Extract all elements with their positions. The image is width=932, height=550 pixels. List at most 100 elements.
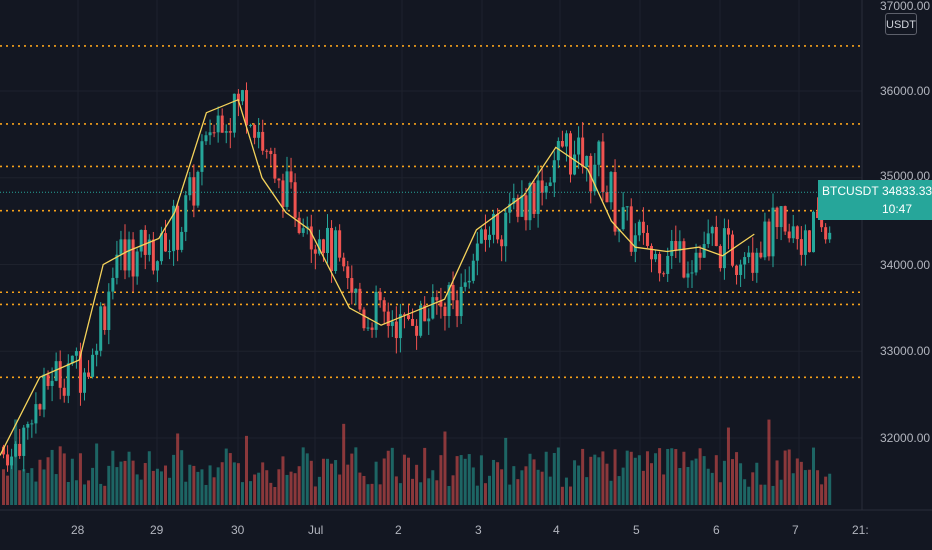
volume-bar [544, 451, 548, 505]
volume-bar [783, 450, 787, 505]
candle-body [46, 374, 50, 386]
candle-body [342, 257, 346, 267]
volume-bar [83, 484, 86, 505]
volume-bar [621, 467, 625, 505]
volume-bar [362, 475, 366, 505]
volume-bar [415, 464, 419, 505]
candles[interactable] [2, 82, 832, 472]
candle-body [759, 252, 763, 258]
volume-bar [791, 473, 795, 505]
candle-body [253, 125, 257, 138]
candle-body [326, 227, 329, 254]
price-axis[interactable]: 37000.00 36000.00 35000.00 34000.00 3300… [880, 0, 930, 445]
candle-body [803, 230, 807, 255]
volume-bar [775, 460, 779, 505]
volume-bar [346, 464, 350, 505]
currency-unit-button[interactable]: USDT [885, 13, 917, 35]
candle-body [528, 183, 532, 221]
candle-body [771, 207, 775, 257]
volume-bars [2, 419, 832, 505]
volume-bar [139, 479, 143, 505]
volume-bar [645, 451, 649, 505]
candle-body [224, 131, 228, 133]
volume-bar [95, 443, 99, 505]
candle-body [722, 228, 726, 269]
candle-body [658, 253, 662, 274]
candle-body [682, 241, 686, 278]
ma-line [0, 98, 755, 456]
candle-body [147, 239, 151, 255]
time-axis-bg [0, 510, 932, 550]
x-tick-label: Jul [308, 523, 323, 537]
volume-bar [617, 476, 621, 505]
volume-bar [496, 462, 500, 505]
volume-bar [763, 484, 767, 505]
candle-body [78, 351, 82, 393]
candle-body [415, 325, 419, 336]
candle-body [338, 230, 342, 258]
candle-body [710, 226, 714, 234]
volume-bar [492, 459, 496, 505]
volume-bar [99, 483, 103, 505]
volume-bar [552, 452, 556, 505]
candle-body [560, 141, 564, 147]
candle-body [820, 218, 824, 228]
candle-body [204, 135, 208, 142]
volume-bar [479, 455, 483, 505]
candle-body [107, 291, 111, 331]
candle-body [524, 195, 528, 221]
volume-bar [475, 485, 479, 505]
candle-body [605, 192, 609, 203]
candle-body [10, 456, 14, 466]
volume-bar [439, 455, 443, 505]
candle-body [265, 150, 269, 152]
time-axis[interactable]: 28 29 30 Jul 2 3 4 5 6 7 21: [71, 523, 869, 537]
candle-body [354, 288, 358, 293]
y-tick-label: 36000.00 [880, 84, 930, 98]
volume-bar [232, 462, 236, 505]
candle-body [516, 197, 520, 217]
volume-bar [520, 470, 524, 505]
volume-bar [731, 459, 734, 505]
y-tick-label: 37000.00 [880, 0, 930, 13]
volume-bar [702, 456, 706, 505]
candle-body [313, 249, 317, 254]
candle-body [443, 306, 447, 317]
candle-body [350, 278, 354, 293]
volume-bar [313, 486, 317, 505]
candle-body [168, 251, 172, 253]
volume-bar [293, 473, 297, 505]
candle-body [261, 131, 265, 151]
volume-bar [62, 453, 66, 505]
candle-body [735, 265, 739, 275]
candle-body [402, 314, 406, 316]
volume-bar [277, 469, 281, 505]
candle-body [787, 231, 791, 239]
volume-bar [427, 478, 431, 505]
candle-body [629, 206, 633, 252]
volume-bar [739, 463, 743, 505]
volume-bar [180, 450, 184, 505]
volume-bar [147, 451, 151, 505]
volume-bar [378, 484, 382, 505]
candle-body [544, 186, 548, 193]
volume-bar [625, 450, 629, 505]
volume-bar [265, 470, 269, 505]
volume-bar [824, 476, 828, 505]
candle-body [670, 240, 674, 256]
volume-bar [350, 453, 354, 505]
volume-bar [467, 454, 471, 505]
candle-body [492, 213, 496, 235]
volume-bar [747, 486, 751, 505]
volume-bar [386, 450, 390, 505]
candle-body [483, 229, 487, 240]
candle-body [455, 300, 459, 317]
candle-body [650, 245, 653, 260]
candle-body [552, 160, 556, 183]
candle-body [87, 372, 91, 377]
candle-body [58, 361, 62, 388]
volume-bar [755, 462, 759, 505]
candle-body [690, 272, 694, 274]
